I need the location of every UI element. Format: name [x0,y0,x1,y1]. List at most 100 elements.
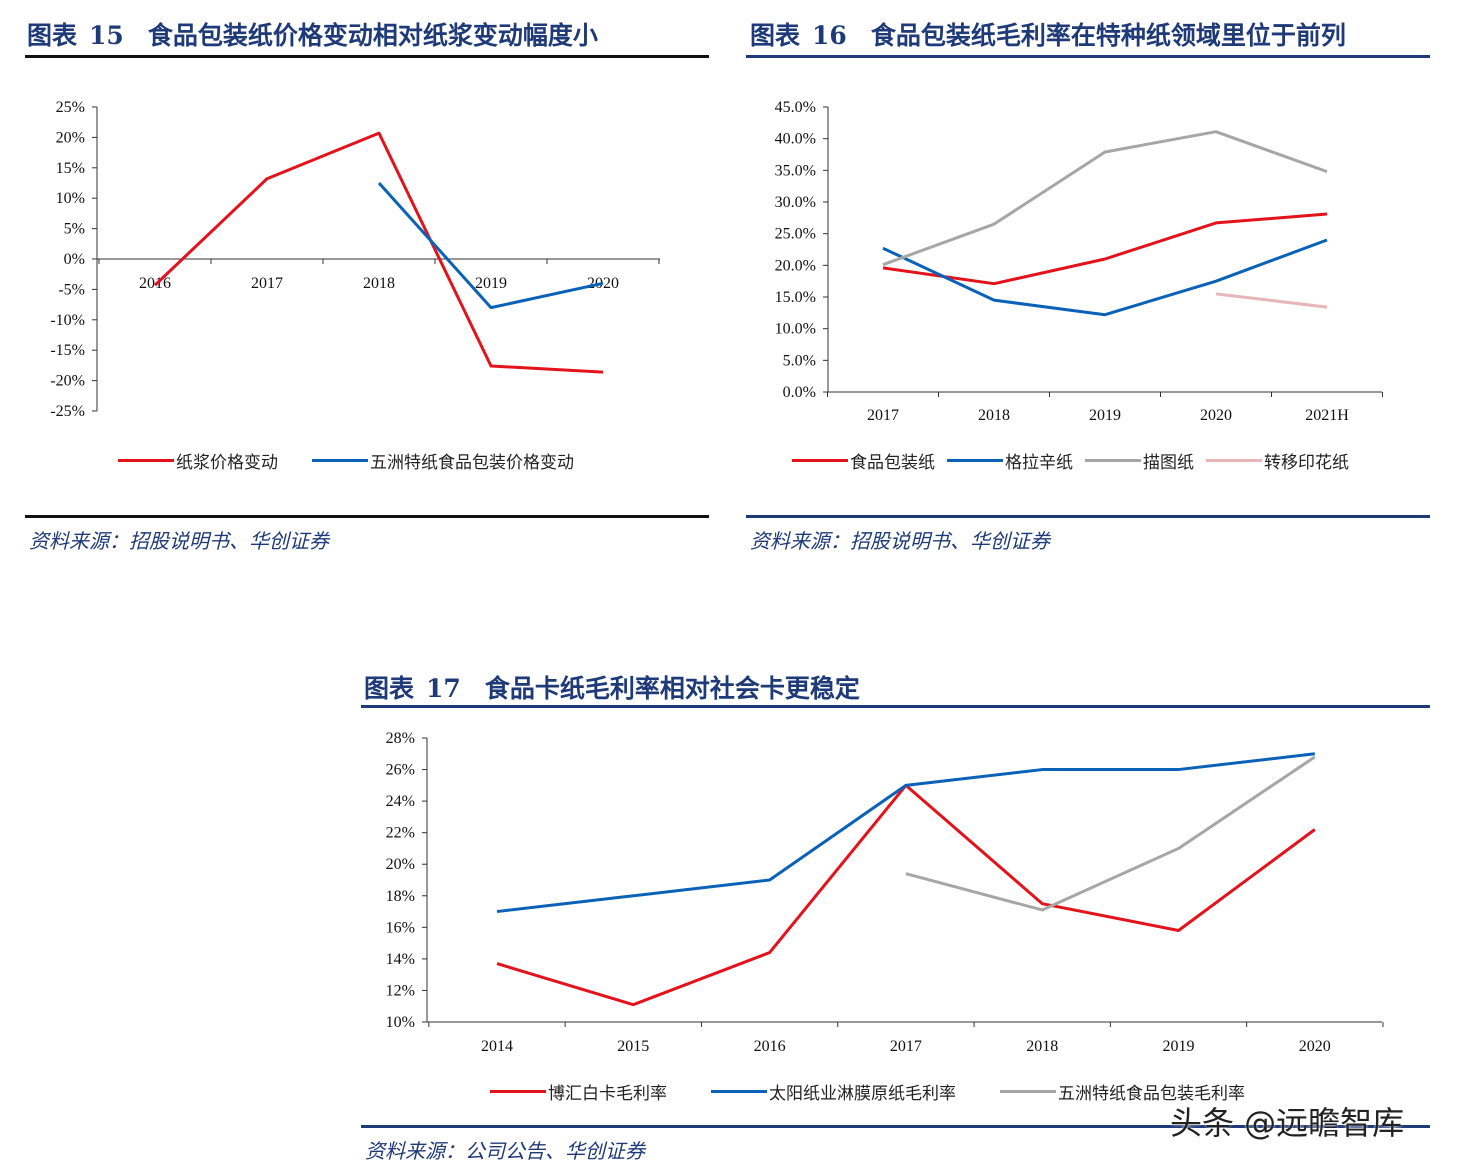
x-tick-label: 2015 [617,1038,649,1055]
series-line-2 [905,755,1316,912]
legend-item: 五洲特纸食品包装毛利率 [1000,1079,1245,1104]
y-tick-label: 16% [386,919,415,936]
x-tick-label: 2019 [475,275,507,292]
legend-label: 太阳纸业淋膜原纸毛利率 [769,1084,956,1104]
legend-swatch [792,459,848,462]
legend-label: 博汇白卡毛利率 [548,1084,667,1104]
legend-item: 纸浆价格变动 [118,448,278,473]
y-tick-label: -10% [50,312,85,329]
x-tick-label: 2020 [1299,1038,1331,1055]
y-tick-label: 26% [386,762,415,779]
y-tick-label: -5% [58,281,85,298]
source-divider [25,515,709,518]
y-tick-label: 30.0% [775,194,816,211]
legend-swatch [1085,459,1141,462]
legend-swatch [1206,459,1262,462]
source-divider [361,1125,1430,1128]
y-tick-label: 35.0% [775,162,816,179]
y-tick-label: 45.0% [775,99,816,116]
legend-swatch [490,1090,546,1093]
legend-item: 食品包装纸 [792,448,935,473]
series-line-0 [496,783,1316,1007]
y-tick-label: 5% [64,221,85,238]
chart-17-legend: 博汇白卡毛利率 太阳纸业淋膜原纸毛利率 五洲特纸食品包装毛利率 [490,1079,1245,1104]
y-tick-label: 10% [56,190,85,207]
x-tick-label: 2017 [890,1038,922,1055]
legend-item: 五洲特纸食品包装价格变动 [312,448,574,473]
y-tick-label: 28% [386,730,415,747]
title-divider [25,55,709,58]
figure-17-title: 图表 17 食品卡纸毛利率相对社会卡更稳定 [364,669,860,705]
x-tick-label: 2019 [1089,407,1121,424]
source-divider [746,515,1430,518]
y-tick-label: 15.0% [775,289,816,306]
x-tick-label: 2017 [251,275,283,292]
legend-item: 博汇白卡毛利率 [490,1079,667,1104]
x-tick-label: 2018 [1026,1038,1058,1055]
y-tick-label: 10% [386,1014,415,1031]
y-tick-label: 24% [386,793,415,810]
legend-label: 描图纸 [1143,453,1194,473]
y-tick-label: 25.0% [775,226,816,243]
x-tick-label: 2018 [363,275,395,292]
y-tick-label: 22% [386,825,415,842]
figure-number: 15 [89,21,124,50]
y-tick-label: 0.0% [783,384,816,401]
figure-label: 图表 [27,21,78,50]
legend-label: 转移印花纸 [1264,453,1349,473]
y-tick-label: 0% [64,251,85,268]
figure-number: 16 [812,21,847,50]
y-tick-label: -25% [50,403,85,420]
y-tick-label: 14% [386,951,415,968]
legend-label: 五洲特纸食品包装价格变动 [370,453,574,473]
series-line-3 [1215,292,1328,309]
x-tick-label: 2017 [867,407,899,424]
legend-label: 格拉辛纸 [1005,453,1073,473]
legend-swatch [1000,1090,1056,1093]
legend-label: 五洲特纸食品包装毛利率 [1058,1084,1245,1104]
y-tick-label: 20.0% [775,257,816,274]
legend-item: 转移印花纸 [1206,448,1349,473]
title-divider [361,705,1430,708]
legend-swatch [312,459,368,462]
figure-title-text: 食品包装纸价格变动相对纸浆变动幅度小 [147,21,598,50]
title-divider [746,55,1430,58]
y-tick-label: 5.0% [783,352,816,369]
y-tick-label: 18% [386,888,415,905]
y-tick-label: 25% [56,99,85,116]
x-tick-label: 2016 [754,1038,786,1055]
x-tick-label: 2021H [1305,407,1349,424]
watermark: 头条 @远瞻智库 [1170,1104,1405,1142]
y-tick-label: 12% [386,982,415,999]
y-tick-label: 40.0% [775,131,816,148]
legend-item: 格拉辛纸 [947,448,1073,473]
figure-title-text: 食品包装纸毛利率在特种纸领域里位于前列 [870,21,1346,50]
legend-swatch [711,1090,767,1093]
y-tick-label: -15% [50,342,85,359]
x-tick-label: 2020 [1200,407,1232,424]
figure-label: 图表 [750,21,801,50]
y-tick-label: -20% [50,373,85,390]
y-tick-label: 20% [56,129,85,146]
legend-item: 描图纸 [1085,448,1194,473]
chart-16: 0.0% 5.0% 10.0% 15.0% 20.0% 25.0% 30.0% 35.0% 40… [775,99,1383,424]
series-line-1 [496,752,1315,914]
legend-swatch [947,459,1003,462]
figure-number: 17 [426,674,461,703]
figure-title-text: 食品卡纸毛利率相对社会卡更稳定 [484,674,860,703]
legend-swatch [118,459,174,462]
x-tick-label: 2019 [1163,1038,1195,1055]
figure-label: 图表 [364,674,415,703]
chart-15-legend: 纸浆价格变动 五洲特纸食品包装价格变动 [118,448,574,473]
chart-16-legend: 食品包装纸 格拉辛纸 描图纸 转移印花纸 [792,448,1349,473]
legend-label: 食品包装纸 [850,453,935,473]
x-tick-label: 2018 [978,407,1010,424]
legend-item: 太阳纸业淋膜原纸毛利率 [711,1079,956,1104]
x-tick-label: 2014 [481,1038,513,1055]
y-tick-label: 10.0% [775,321,816,338]
figure-15-source: 资料来源：招股说明书、华创证券 [29,529,329,553]
figure-17-source: 资料来源：公司公告、华创证券 [365,1139,645,1163]
figure-16-source: 资料来源：招股说明书、华创证券 [750,529,1050,553]
y-tick-label: 15% [56,160,85,177]
